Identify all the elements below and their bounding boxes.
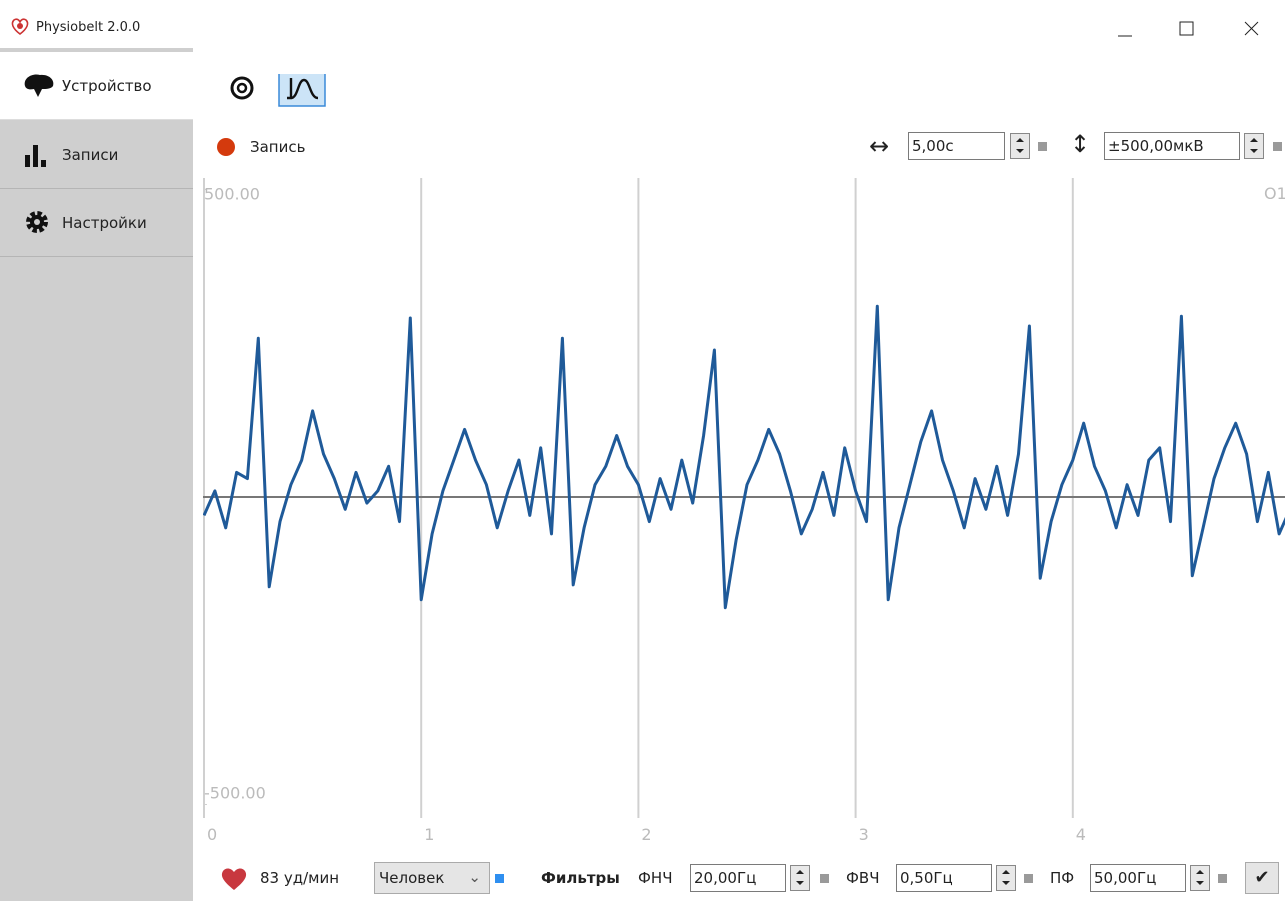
signal-trace [203, 304, 1285, 610]
amplitude-input[interactable]: ±500,00мкВ [1104, 132, 1240, 160]
window-controls[interactable] [1100, 14, 1280, 44]
filters-label: Фильтры [541, 869, 620, 887]
nav-records[interactable]: Записи [0, 121, 193, 189]
record-label: Запись [250, 138, 306, 156]
nav-label: Устройство [62, 76, 152, 95]
brain-icon [24, 74, 54, 97]
record-dot[interactable] [216, 137, 236, 157]
x-tick-label: 1 [424, 825, 434, 844]
toolbar-icons[interactable] [228, 74, 328, 110]
time-icon: ↔ [869, 132, 890, 160]
spinner[interactable] [996, 865, 1016, 891]
heart-rate: 83 уд/мин [260, 869, 340, 887]
apply-button[interactable]: ✔ [1245, 862, 1279, 894]
signal-plot: 0 1 2 3 4 -500.00 500.00 O1 [203, 178, 1285, 844]
spinner[interactable] [1010, 133, 1030, 159]
subject-combobox[interactable]: Человек ⌄ [374, 862, 490, 894]
combobox-value: Человек [379, 869, 445, 887]
combobox-arrow: ⌄ [468, 868, 481, 886]
x-tick-label: 2 [641, 825, 651, 844]
spinner[interactable] [1244, 133, 1264, 159]
x-tick-label: 0 [207, 825, 217, 844]
x-tick-label: 4 [1076, 825, 1086, 844]
lpf-input[interactable]: 20,00Гц [690, 864, 786, 892]
hpf-label: ФВЧ [846, 869, 880, 887]
hpf-input[interactable]: 0,50Гц [896, 864, 992, 892]
color-box[interactable] [1273, 142, 1282, 151]
spinner[interactable] [1190, 865, 1210, 891]
bars-icon [25, 145, 46, 167]
spinner[interactable] [790, 865, 810, 891]
y-tick-label: -500.00 [204, 784, 266, 803]
amplitude-icon: ↕ [1070, 130, 1091, 158]
app-icon [11, 18, 29, 36]
channel-label: O1 [1264, 184, 1285, 203]
notch-input[interactable]: 50,00Гц [1090, 864, 1186, 892]
window-title: Physiobelt 2.0.0 [36, 20, 141, 35]
color-box[interactable] [1024, 874, 1033, 883]
gear-icon [26, 211, 48, 233]
nav-label: Записи [62, 145, 119, 164]
notch-label: ПФ [1050, 869, 1075, 887]
sidebar [0, 48, 193, 901]
color-box[interactable] [1218, 874, 1227, 883]
y-tick-label: 500.00 [204, 185, 260, 204]
time-window-input[interactable]: 5,00с [908, 132, 1005, 160]
nav-device[interactable]: Устройство [0, 52, 193, 120]
color-box[interactable] [820, 874, 829, 883]
color-box[interactable] [495, 874, 504, 883]
heart-icon [221, 868, 247, 890]
nav-label: Настройки [62, 213, 147, 232]
color-box[interactable] [1038, 142, 1047, 151]
nav-settings[interactable]: Настройки [0, 189, 193, 257]
lpf-label: ФНЧ [638, 869, 673, 887]
x-tick-label: 3 [859, 825, 869, 844]
